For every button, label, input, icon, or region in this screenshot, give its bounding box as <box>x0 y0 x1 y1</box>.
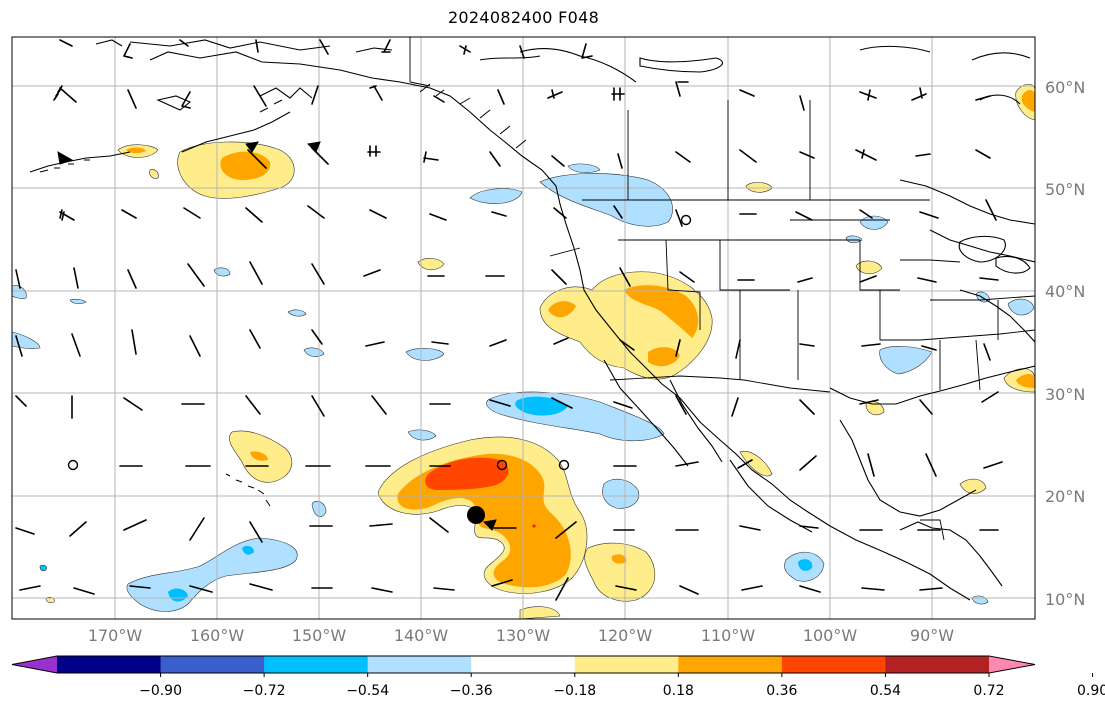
colorbar-outline <box>11 655 1036 674</box>
colorbar-tick-label: −0.72 <box>242 683 286 699</box>
colorbar-tick-label: 0.36 <box>766 683 798 699</box>
colorbar-segment <box>781 656 886 673</box>
lat-label-40n: 40°N <box>1045 282 1086 301</box>
lon-label-110w: 110°W <box>700 626 756 645</box>
colorbar-segment <box>678 656 783 673</box>
colorbar-tick-label: −0.36 <box>449 683 493 699</box>
lon-label-150w: 150°W <box>291 626 347 645</box>
colorbar-segment <box>471 656 576 673</box>
lon-label-140w: 140°W <box>393 626 449 645</box>
map-gridlines <box>12 37 1035 619</box>
calm-wind-markers <box>67 214 692 471</box>
islands <box>39 83 527 507</box>
colorbar-tick-label: −0.18 <box>553 683 597 699</box>
storm-center-marker <box>467 506 485 524</box>
political-borders <box>409 37 1035 541</box>
colorbar-segment <box>160 656 265 673</box>
colorbar-tick-label: 0.54 <box>869 683 902 699</box>
max-anomaly-marker <box>532 524 536 528</box>
lon-label-90w: 90°W <box>909 626 955 645</box>
lat-label-60n: 60°N <box>1045 78 1086 97</box>
colorbar-tick-label: −0.54 <box>346 683 390 699</box>
lon-label-160w: 160°W <box>189 626 245 645</box>
colorbar-extend-max <box>989 656 1035 673</box>
colorbar-segment <box>574 656 679 673</box>
lat-label-20n: 20°N <box>1045 487 1086 506</box>
coastlines <box>29 39 1035 601</box>
wind-barbs <box>15 39 1003 601</box>
colorbar-segment <box>885 656 990 673</box>
colorbar-segment <box>57 656 162 673</box>
map-title: 2024082400 F048 <box>447 8 600 27</box>
colorbar-tick-label: 0.72 <box>973 683 1005 699</box>
lat-label-10n: 10°N <box>1045 590 1086 609</box>
lon-label-100w: 100°W <box>802 626 858 645</box>
colorbar <box>11 655 1094 677</box>
lon-label-130w: 130°W <box>495 626 551 645</box>
wind-barb-flags <box>57 141 497 531</box>
colorbar-extend-min <box>12 656 57 673</box>
lat-label-30n: 30°N <box>1045 385 1086 404</box>
colorbar-segment <box>367 656 472 673</box>
map-frame <box>11 36 1036 620</box>
negative-anomaly-areas <box>12 163 1035 612</box>
colorbar-segment <box>264 656 369 673</box>
lon-label-120w: 120°W <box>597 626 653 645</box>
colorbar-tick-label: −0.90 <box>139 683 182 699</box>
lon-label-170w: 170°W <box>87 626 143 645</box>
colorbar-tick-label: 0.90 <box>1076 683 1105 699</box>
colorbar-tick-label: 0.18 <box>662 683 694 699</box>
lat-label-50n: 50°N <box>1045 180 1086 199</box>
